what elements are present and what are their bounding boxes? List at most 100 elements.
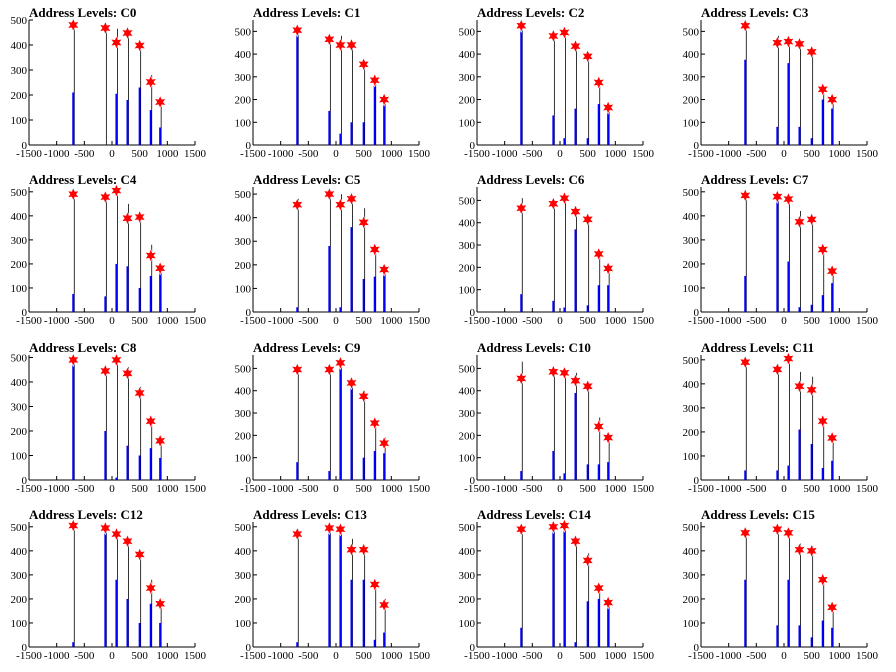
y-tick-label: 500: [459, 522, 476, 534]
chart-title: Address Levels: C3: [701, 5, 809, 20]
x-tick-label: 0: [557, 650, 563, 662]
chart-panel-2: Address Levels: C20100200300400500-1500-…: [459, 5, 655, 160]
peak-marker: [782, 525, 795, 541]
x-tick-label: 1500: [184, 315, 207, 327]
peak-marker: [357, 215, 370, 230]
chart-panel-1: Address Levels: C10100200300400500-1500-…: [235, 5, 431, 160]
x-tick-label: -1500: [688, 148, 714, 160]
y-tick-label: 300: [683, 403, 700, 415]
x-tick-label: 0: [109, 148, 115, 160]
x-tick-label: 1500: [184, 483, 207, 495]
x-tick-label: -1000: [44, 315, 70, 327]
y-tick-label: 200: [683, 95, 700, 107]
chart-title: Address Levels: C9: [253, 340, 361, 355]
x-tick-label: 500: [131, 483, 148, 495]
x-tick-label: 500: [131, 315, 148, 327]
x-tick-label: -1000: [716, 650, 742, 662]
x-tick-label: -500: [746, 315, 767, 327]
x-tick-label: -1500: [464, 483, 490, 495]
x-tick-label: 500: [131, 148, 148, 160]
x-tick-label: 1000: [156, 650, 179, 662]
peak-marker: [782, 191, 795, 207]
peak-marker: [793, 214, 806, 230]
chart-title: Address Levels: C7: [701, 172, 809, 187]
peak-marker: [569, 533, 582, 549]
y-tick-label: 100: [683, 283, 700, 295]
x-tick-label: 500: [803, 148, 820, 160]
x-tick-label: 1000: [156, 315, 179, 327]
peak-marker: [99, 20, 112, 36]
peak-marker: [782, 34, 795, 49]
y-tick-label: 200: [235, 594, 252, 606]
peak-marker: [99, 363, 112, 379]
peak-marker: [601, 100, 615, 115]
chart-panel-8: Address Levels: C80100200300400500-1500-…: [11, 340, 207, 495]
y-tick-label: 400: [459, 386, 476, 398]
y-tick-label: 0: [22, 140, 28, 152]
peak-marker: [368, 72, 382, 88]
x-tick-label: 1500: [632, 148, 655, 160]
x-tick-label: -500: [298, 483, 319, 495]
x-tick-label: 500: [579, 315, 596, 327]
y-tick-label: 200: [11, 259, 28, 271]
y-tick-label: 500: [459, 195, 476, 207]
chart-panel-10: Address Levels: C10 0 100 200 300 400 500 -1500…: [459, 340, 655, 495]
chart-panel-3: Address Levels: C30100200300400500-1500-…: [683, 5, 879, 160]
x-tick-label: -1000: [716, 315, 742, 327]
peak-marker: [816, 242, 830, 257]
peak-marker: [121, 210, 134, 226]
y-tick-label: 400: [459, 218, 476, 230]
peak-marker: [290, 197, 304, 212]
y-tick-label: 300: [459, 408, 476, 420]
y-tick-label: 0: [22, 307, 28, 319]
chart-panel-4: Address Levels: C40100200300400500-1500-…: [11, 172, 207, 327]
x-tick-label: -1500: [16, 650, 42, 662]
chart-title: Address Levels: C13: [253, 507, 367, 522]
y-tick-label: 100: [11, 618, 28, 630]
y-tick-label: 300: [459, 240, 476, 252]
peak-marker: [558, 365, 571, 381]
y-tick-label: 200: [683, 259, 700, 271]
peak-marker: [144, 248, 158, 263]
chart-title: Address Levels: C4: [29, 172, 137, 187]
x-tick-label: 1500: [408, 650, 431, 662]
y-tick-label: 500: [683, 187, 700, 199]
peak-marker: [547, 519, 560, 535]
peak-marker: [825, 600, 839, 615]
peak-marker: [153, 94, 167, 110]
peak-marker: [805, 44, 818, 60]
peak-marker: [558, 518, 571, 533]
y-tick-label: 100: [235, 453, 252, 465]
y-tick-label: 0: [470, 475, 476, 487]
x-tick-label: -500: [746, 148, 767, 160]
x-tick-label: 0: [781, 315, 787, 327]
peak-marker: [144, 413, 158, 429]
x-tick-label: 500: [579, 483, 596, 495]
x-tick-label: -1500: [16, 483, 42, 495]
peak-marker: [345, 37, 358, 53]
x-tick-label: -500: [298, 315, 319, 327]
peak-marker: [805, 382, 818, 398]
y-tick-label: 0: [246, 307, 252, 319]
y-tick-label: 300: [459, 570, 476, 582]
x-tick-label: 0: [557, 315, 563, 327]
x-tick-label: 1000: [380, 650, 403, 662]
x-tick-label: -500: [74, 483, 95, 495]
peak-marker: [334, 37, 347, 53]
x-tick-label: 500: [355, 483, 372, 495]
y-tick-label: 400: [683, 546, 700, 558]
peak-marker: [377, 597, 391, 613]
y-tick-label: 400: [683, 379, 700, 391]
peak-marker: [290, 526, 304, 542]
y-tick-label: 200: [683, 427, 700, 439]
x-tick-label: 500: [355, 650, 372, 662]
x-tick-label: 1500: [408, 483, 431, 495]
y-tick-label: 0: [246, 140, 252, 152]
peak-marker: [547, 364, 560, 380]
x-tick-label: 1000: [380, 483, 403, 495]
y-tick-label: 500: [683, 522, 700, 534]
y-tick-label: 400: [235, 546, 252, 558]
peak-marker: [782, 351, 795, 366]
peak-marker: [581, 378, 594, 394]
y-tick-label: 100: [11, 283, 28, 295]
